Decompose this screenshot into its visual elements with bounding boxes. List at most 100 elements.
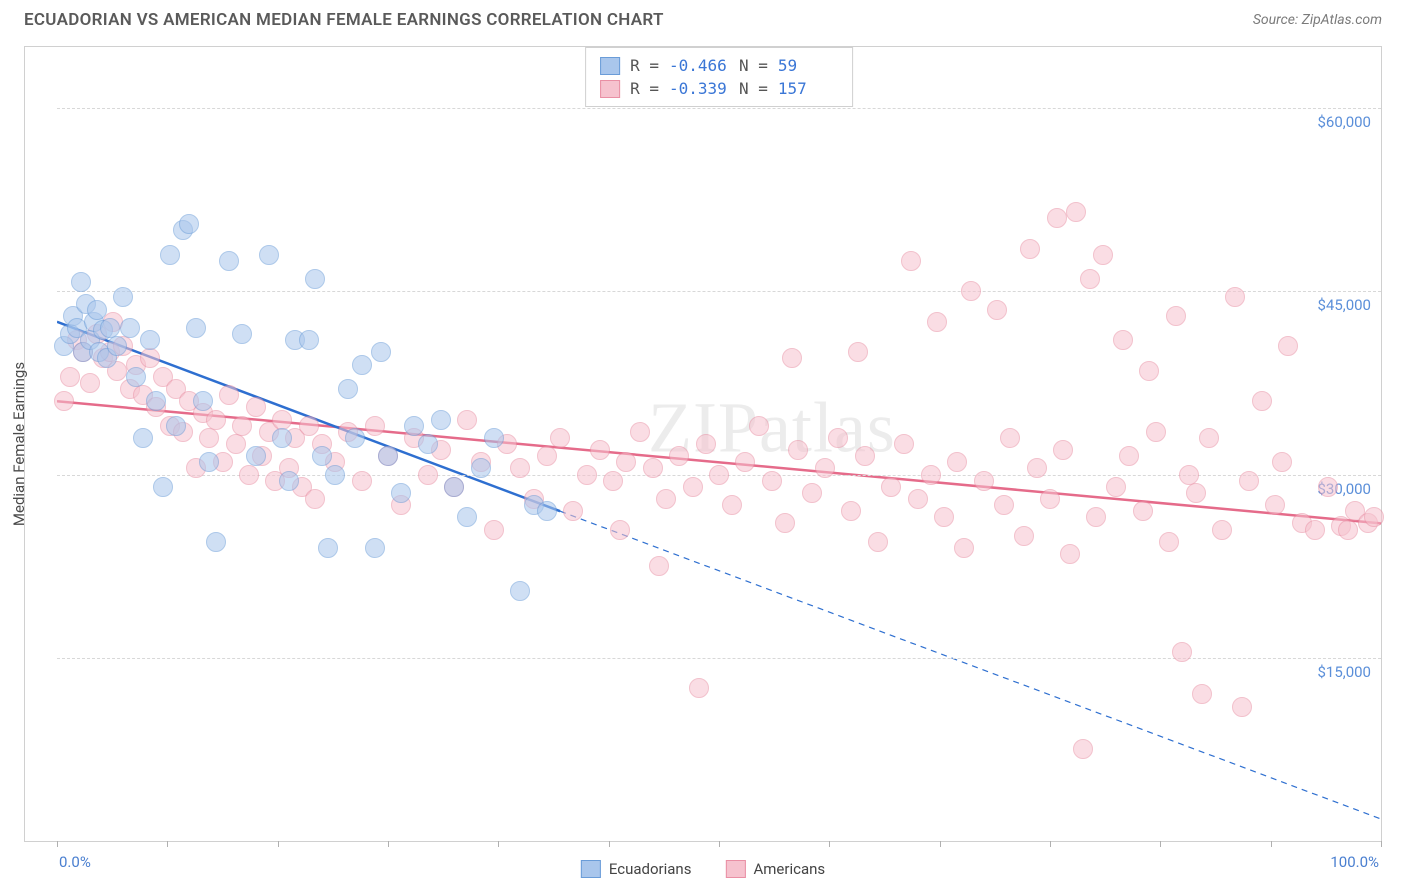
x-tick xyxy=(1271,841,1272,847)
ecuadorians-point xyxy=(246,446,266,466)
chart-header: ECUADORIAN VS AMERICAN MEDIAN FEMALE EAR… xyxy=(0,0,1406,38)
americans-point xyxy=(1113,330,1133,350)
n-label: N = xyxy=(739,79,768,98)
ecuadorians-point xyxy=(431,410,451,430)
americans-point xyxy=(1232,697,1252,717)
americans-point xyxy=(649,556,669,576)
x-tick xyxy=(1381,841,1382,847)
x-tick xyxy=(829,841,830,847)
x-tick xyxy=(498,841,499,847)
ecuadorians-point xyxy=(338,379,358,399)
americans-point xyxy=(669,446,689,466)
plot-region: ZIPatlas R = -0.466 N = 59 R = -0.339 N … xyxy=(57,47,1381,841)
americans-point xyxy=(1139,361,1159,381)
ecuadorians-point xyxy=(140,330,160,350)
x-tick xyxy=(609,841,610,847)
americans-point xyxy=(1133,501,1153,521)
americans-point xyxy=(1119,446,1139,466)
americans-point xyxy=(232,416,252,436)
ecuadorians-point xyxy=(365,538,385,558)
gridline xyxy=(57,291,1381,292)
y-tick-label: $45,000 xyxy=(1317,296,1371,314)
americans-point xyxy=(815,458,835,478)
americans-point xyxy=(961,281,981,301)
ecuadorians-point xyxy=(404,416,424,436)
ecuadorians-point xyxy=(391,483,411,503)
x-axis-max-label: 100.0% xyxy=(1330,853,1379,871)
ecuadorians-point xyxy=(100,318,120,338)
americans-point xyxy=(656,489,676,509)
americans-point xyxy=(788,440,808,460)
ecuadorians-point xyxy=(537,501,557,521)
americans-point xyxy=(1364,507,1384,527)
americans-point xyxy=(272,410,292,430)
x-tick xyxy=(940,841,941,847)
ecuadorians-point xyxy=(133,428,153,448)
americans-point xyxy=(60,367,80,387)
legend-item-ecuadorians: Ecuadorians xyxy=(581,860,692,878)
americans-point xyxy=(1179,465,1199,485)
ecuadorians-point xyxy=(166,416,186,436)
ecuadorians-point xyxy=(318,538,338,558)
ecuadorians-point xyxy=(471,458,491,478)
americans-point xyxy=(1192,684,1212,704)
ecuadorians-point xyxy=(146,391,166,411)
americans-point xyxy=(1172,642,1192,662)
americans-point xyxy=(563,501,583,521)
americans-point xyxy=(299,416,319,436)
ecuadorians-legend-swatch-icon xyxy=(581,860,601,878)
ecuadorians-point xyxy=(186,318,206,338)
americans-point xyxy=(1146,422,1166,442)
ecuadorians-point xyxy=(510,581,530,601)
americans-point xyxy=(987,300,1007,320)
americans-point xyxy=(1040,489,1060,509)
americans-point xyxy=(305,489,325,509)
americans-point xyxy=(1186,483,1206,503)
ecuadorians-point xyxy=(193,391,213,411)
ecuadorians-point xyxy=(279,471,299,491)
americans-point xyxy=(947,452,967,472)
americans-point xyxy=(1093,245,1113,265)
americans-point xyxy=(1000,428,1020,448)
n-label: N = xyxy=(739,56,768,75)
americans-point xyxy=(735,452,755,472)
americans-point xyxy=(140,348,160,368)
r-label: R = xyxy=(630,56,659,75)
americans-point xyxy=(1060,544,1080,564)
americans-point xyxy=(199,428,219,448)
x-tick xyxy=(57,841,58,847)
americans-point xyxy=(1265,495,1285,515)
ecuadorians-point xyxy=(153,477,173,497)
r-label: R = xyxy=(630,79,659,98)
americans-legend-label: Americans xyxy=(753,860,825,878)
americans-point xyxy=(418,465,438,485)
legend-item-americans: Americans xyxy=(725,860,825,878)
americans-point xyxy=(610,520,630,540)
americans-point xyxy=(226,434,246,454)
americans-point xyxy=(206,410,226,430)
americans-point xyxy=(894,434,914,454)
x-tick xyxy=(1050,841,1051,847)
americans-point xyxy=(1318,477,1338,497)
ecuadorians-point xyxy=(305,269,325,289)
ecuadorians-swatch-icon xyxy=(600,57,620,75)
americans-point xyxy=(457,410,477,430)
americans-point xyxy=(974,471,994,491)
americans-point xyxy=(901,251,921,271)
americans-point xyxy=(994,495,1014,515)
americans-point xyxy=(1047,208,1067,228)
ecuadorians-point xyxy=(444,477,464,497)
ecuadorians-point xyxy=(457,507,477,527)
americans-point xyxy=(1166,306,1186,326)
americans-point xyxy=(80,373,100,393)
americans-point xyxy=(616,452,636,472)
americans-point xyxy=(484,520,504,540)
americans-point xyxy=(828,428,848,448)
americans-point xyxy=(709,465,729,485)
americans-point xyxy=(1027,458,1047,478)
americans-point xyxy=(1159,532,1179,552)
ecuadorians-point xyxy=(219,251,239,271)
correlation-stats-box: R = -0.466 N = 59 R = -0.339 N = 157 xyxy=(585,47,853,107)
americans-point xyxy=(934,507,954,527)
ecuadorians-point xyxy=(107,336,127,356)
